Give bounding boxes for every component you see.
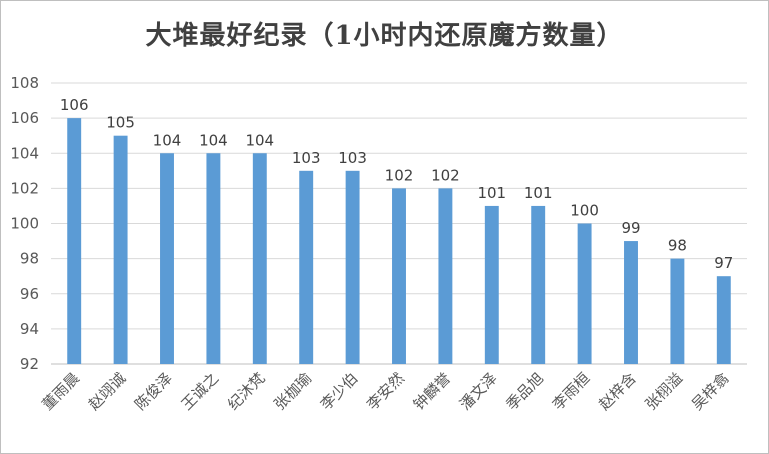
category-label: 钟麟誉 [410, 369, 455, 414]
bar [113, 135, 128, 364]
y-tick-label: 100 [10, 215, 39, 233]
y-tick-label: 102 [10, 179, 39, 197]
bar [624, 241, 638, 364]
bar [252, 153, 267, 364]
y-tick-label: 94 [20, 320, 39, 338]
data-label: 103 [338, 149, 367, 167]
bars [67, 118, 731, 364]
category-label: 陈俊泽 [131, 369, 176, 414]
category-label: 赵梓含 [595, 369, 640, 414]
category-label: 潘文泽 [456, 369, 501, 414]
y-tick-label: 104 [10, 144, 39, 162]
y-tick-label: 92 [20, 355, 39, 373]
bar [160, 153, 174, 364]
bar [531, 205, 546, 364]
y-tick-label: 108 [10, 74, 39, 92]
data-label: 105 [106, 114, 135, 132]
data-label: 104 [153, 131, 182, 149]
category-label: 纪沐梵 [224, 369, 269, 414]
data-label: 100 [570, 202, 599, 220]
data-label: 101 [477, 184, 506, 202]
bar [716, 276, 731, 364]
bar [299, 170, 314, 364]
category-label: 王诚之 [178, 369, 223, 414]
labels: 92 94 96 98 100 102 104 106 108 106 董雨晨 105 赵翊诚 104 陈俊… [10, 74, 733, 414]
bar [392, 188, 406, 364]
category-label: 李雨桓 [549, 369, 594, 414]
category-label: 吴梓翕 [688, 369, 733, 414]
chart-title: 大堆最好纪录（1小时内还原魔方数量） [145, 21, 624, 51]
y-tick-label: 106 [10, 109, 39, 127]
data-label: 97 [714, 254, 733, 272]
bar [206, 153, 221, 364]
category-label: 季品旭 [502, 369, 547, 414]
category-label: 董雨晨 [38, 369, 83, 414]
data-label: 104 [245, 131, 274, 149]
category-label: 李少伯 [317, 369, 362, 414]
bar [438, 188, 453, 364]
data-label: 101 [524, 184, 553, 202]
data-label: 99 [621, 219, 640, 237]
category-label: 张栩溢 [642, 369, 687, 414]
data-label: 98 [668, 237, 687, 255]
bar [670, 258, 685, 364]
bar [484, 205, 499, 364]
data-label: 102 [385, 166, 414, 184]
y-tick-label: 96 [20, 285, 39, 303]
data-label: 102 [431, 166, 460, 184]
data-label: 104 [199, 131, 228, 149]
category-label: 张枷瑜 [270, 369, 315, 414]
data-label: 106 [60, 96, 89, 114]
category-label: 赵翊诚 [85, 369, 130, 414]
bar [577, 223, 592, 364]
category-label: 李安然 [363, 369, 408, 414]
bar [67, 118, 82, 364]
data-label: 103 [292, 149, 321, 167]
y-tick-label: 98 [20, 250, 39, 268]
bar [345, 170, 360, 364]
